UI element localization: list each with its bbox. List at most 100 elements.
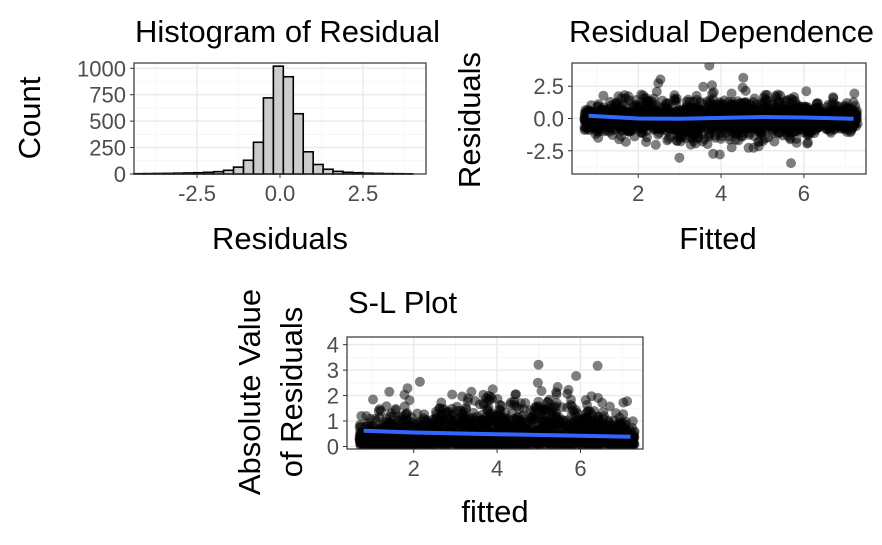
histogram-bar	[313, 164, 323, 174]
residual-point	[644, 107, 654, 117]
residual-point	[749, 143, 759, 153]
p2-x-tick-label: 4	[715, 181, 727, 206]
sl-point	[595, 415, 605, 425]
residual-point	[832, 102, 842, 112]
residual-point	[738, 73, 748, 83]
histogram-y-axis-label: Count	[12, 76, 47, 159]
sl-point	[495, 400, 505, 410]
residual-dependence-smooth-line	[589, 116, 854, 119]
histogram-x-axis-label: Residuals	[212, 221, 348, 256]
p2-y-tick-label: 0.0	[533, 107, 564, 132]
sl-point	[389, 436, 399, 446]
sl-point	[533, 378, 543, 388]
residual-point	[704, 61, 714, 71]
sl-point	[587, 391, 597, 401]
sl-point	[496, 436, 506, 446]
sl-point	[615, 413, 625, 423]
residual-point	[593, 101, 603, 111]
sl-point	[361, 411, 371, 421]
sl-point	[457, 392, 467, 402]
sl-point	[415, 377, 425, 387]
residual-point	[638, 125, 648, 135]
p2-y-tick-label: -2.5	[526, 139, 564, 164]
residual-point	[741, 86, 751, 96]
residual-point	[725, 105, 735, 115]
residual-point	[674, 153, 684, 163]
sl-point	[509, 441, 519, 451]
p1-y-tick-label: 750	[89, 83, 126, 108]
histogram-bar	[234, 167, 244, 174]
residual-point	[852, 106, 862, 116]
residual-point	[683, 122, 693, 132]
residual-point	[833, 121, 843, 131]
histogram-bar	[283, 77, 293, 174]
p3-x-tick-label: 4	[491, 456, 503, 481]
sl-point	[597, 398, 607, 408]
sl-point	[575, 416, 585, 426]
residual-point	[792, 138, 802, 148]
p3-y-tick-label: 0	[327, 434, 339, 459]
histogram-bar	[263, 98, 273, 174]
sl-point	[447, 390, 457, 400]
residual-point	[712, 102, 722, 112]
sl-point	[374, 406, 384, 416]
sl-point	[396, 415, 406, 425]
residual-point	[623, 126, 633, 136]
sl-point	[448, 410, 458, 420]
residual-dependence-x-axis-label: Fitted	[679, 221, 757, 256]
p1-x-tick-label: 2.5	[348, 181, 379, 206]
sl-point	[358, 440, 368, 450]
sl-plot-y-axis-label-line1: Absolute Value	[232, 289, 267, 495]
sl-point	[459, 439, 469, 449]
residual-point	[596, 125, 606, 135]
sl-point	[403, 383, 413, 393]
residual-point	[806, 106, 816, 116]
residual-point	[841, 104, 851, 114]
residual-point	[793, 121, 803, 131]
p1-y-tick-label: 500	[89, 109, 126, 134]
histogram-bar	[273, 66, 283, 174]
residual-dependence-title: Residual Dependence Plot	[569, 14, 882, 49]
residual-point	[727, 89, 737, 99]
residual-point	[801, 86, 811, 96]
p2-x-tick-label: 2	[632, 181, 644, 206]
residual-point	[674, 133, 684, 143]
residual-point	[708, 149, 718, 159]
p1-y-tick-label: 1000	[77, 56, 126, 81]
residual-point	[711, 120, 721, 130]
sl-point	[552, 414, 562, 424]
histogram-bar	[303, 152, 313, 174]
p3-y-tick-label: 3	[327, 358, 339, 383]
residual-point	[758, 136, 768, 146]
sl-plot-y-axis-label-line2: of Residuals	[274, 307, 309, 478]
residual-point	[765, 106, 775, 116]
residual-point	[698, 82, 708, 92]
sl-point	[435, 403, 445, 413]
residual-point	[703, 139, 713, 149]
sl-plot-x-axis-label: fitted	[461, 494, 528, 529]
residual-point	[772, 93, 782, 103]
residual-point	[693, 103, 703, 113]
p1-y-tick-label: 250	[89, 136, 126, 161]
residual-point	[580, 125, 590, 135]
p3-y-tick-label: 1	[327, 409, 339, 434]
sl-point	[384, 387, 394, 397]
sl-point	[484, 391, 494, 401]
residual-point	[739, 106, 749, 116]
sl-point	[402, 438, 412, 448]
residual-point	[696, 123, 706, 133]
p2-x-tick-label: 6	[798, 181, 810, 206]
sl-plot-panel: S-L Plot 246 01234 fitted Absolute Value…	[232, 285, 643, 529]
histogram-bar	[253, 142, 263, 174]
p3-x-tick-label: 6	[574, 456, 586, 481]
p3-y-tick-label: 2	[327, 384, 339, 409]
residual-point	[641, 93, 651, 103]
sl-point	[628, 416, 638, 426]
residual-point	[633, 103, 643, 113]
residual-point	[822, 102, 832, 112]
sl-point	[433, 440, 443, 450]
sl-point	[622, 396, 632, 406]
residual-point	[641, 137, 651, 147]
sl-point	[368, 395, 378, 405]
